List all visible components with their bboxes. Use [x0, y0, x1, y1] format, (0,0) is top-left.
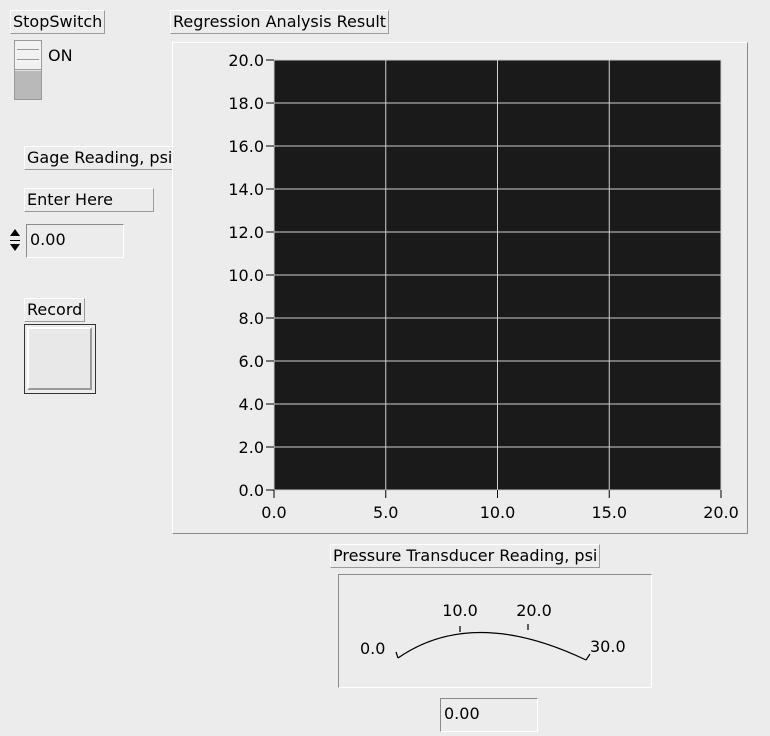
y-tick-label: 16.0 [228, 137, 264, 156]
meter-readout: 0.00 [440, 698, 538, 732]
meter-label: Pressure Transducer Reading, psi [330, 544, 601, 568]
x-tick-label: 10.0 [480, 503, 516, 522]
x-tick-label: 5.0 [373, 503, 398, 522]
switch-upper-half [15, 41, 41, 70]
meter-tick [395, 651, 399, 659]
meter-tick-label: 30.0 [590, 637, 626, 656]
y-tick-label: 20.0 [228, 51, 264, 70]
meter-tick-label: 20.0 [516, 601, 552, 620]
y-tick-label: 10.0 [228, 266, 264, 285]
graph-title: Regression Analysis Result [170, 10, 390, 34]
gage-reading-input[interactable]: 0.00 [26, 224, 124, 258]
meter-frame [338, 574, 652, 688]
y-tick-label: 8.0 [239, 309, 264, 328]
stop-switch-label: StopSwitch [10, 10, 106, 34]
meter-readout-value: 0.00 [444, 704, 480, 723]
regression-graph[interactable]: 0.0 2.0 4.0 6.0 8.0 10.0 12.0 14.0 16.0 18.0 20.0 0… [172, 42, 748, 534]
pressure-meter: 0.0 10.0 20.0 30.0 [360, 601, 626, 661]
y-tick-label: 2.0 [239, 438, 264, 457]
y-tick-label: 12.0 [228, 223, 264, 242]
record-button-face [27, 327, 92, 390]
record-label: Record [24, 298, 86, 322]
y-tick-label: 4.0 [239, 395, 264, 414]
y-tick-label: 18.0 [228, 94, 264, 113]
x-tick-label: 20.0 [703, 503, 739, 522]
increment-arrow-icon[interactable] [10, 229, 20, 236]
meter-tick [585, 653, 591, 661]
y-tick-label: 6.0 [239, 352, 264, 371]
meter-tick-label: 0.0 [360, 639, 385, 658]
x-tick-label: 15.0 [591, 503, 627, 522]
gage-reading-label: Gage Reading, psi [24, 146, 176, 170]
gage-reading-value: 0.00 [30, 230, 66, 249]
y-tick-label: 0.0 [239, 481, 264, 500]
gage-increment-decrement[interactable] [10, 224, 22, 258]
x-tick-label: 0.0 [261, 503, 286, 522]
enter-here-label: Enter Here [24, 188, 154, 212]
stop-switch-toggle[interactable] [14, 40, 42, 100]
meter-tick-label: 10.0 [442, 601, 478, 620]
switch-lower-half [15, 71, 41, 99]
y-tick-label: 14.0 [228, 180, 264, 199]
meter-scale-arc [397, 631, 587, 661]
record-button[interactable] [24, 324, 96, 394]
decrement-arrow-icon[interactable] [10, 244, 20, 251]
switch-state-text: ON [48, 46, 73, 65]
